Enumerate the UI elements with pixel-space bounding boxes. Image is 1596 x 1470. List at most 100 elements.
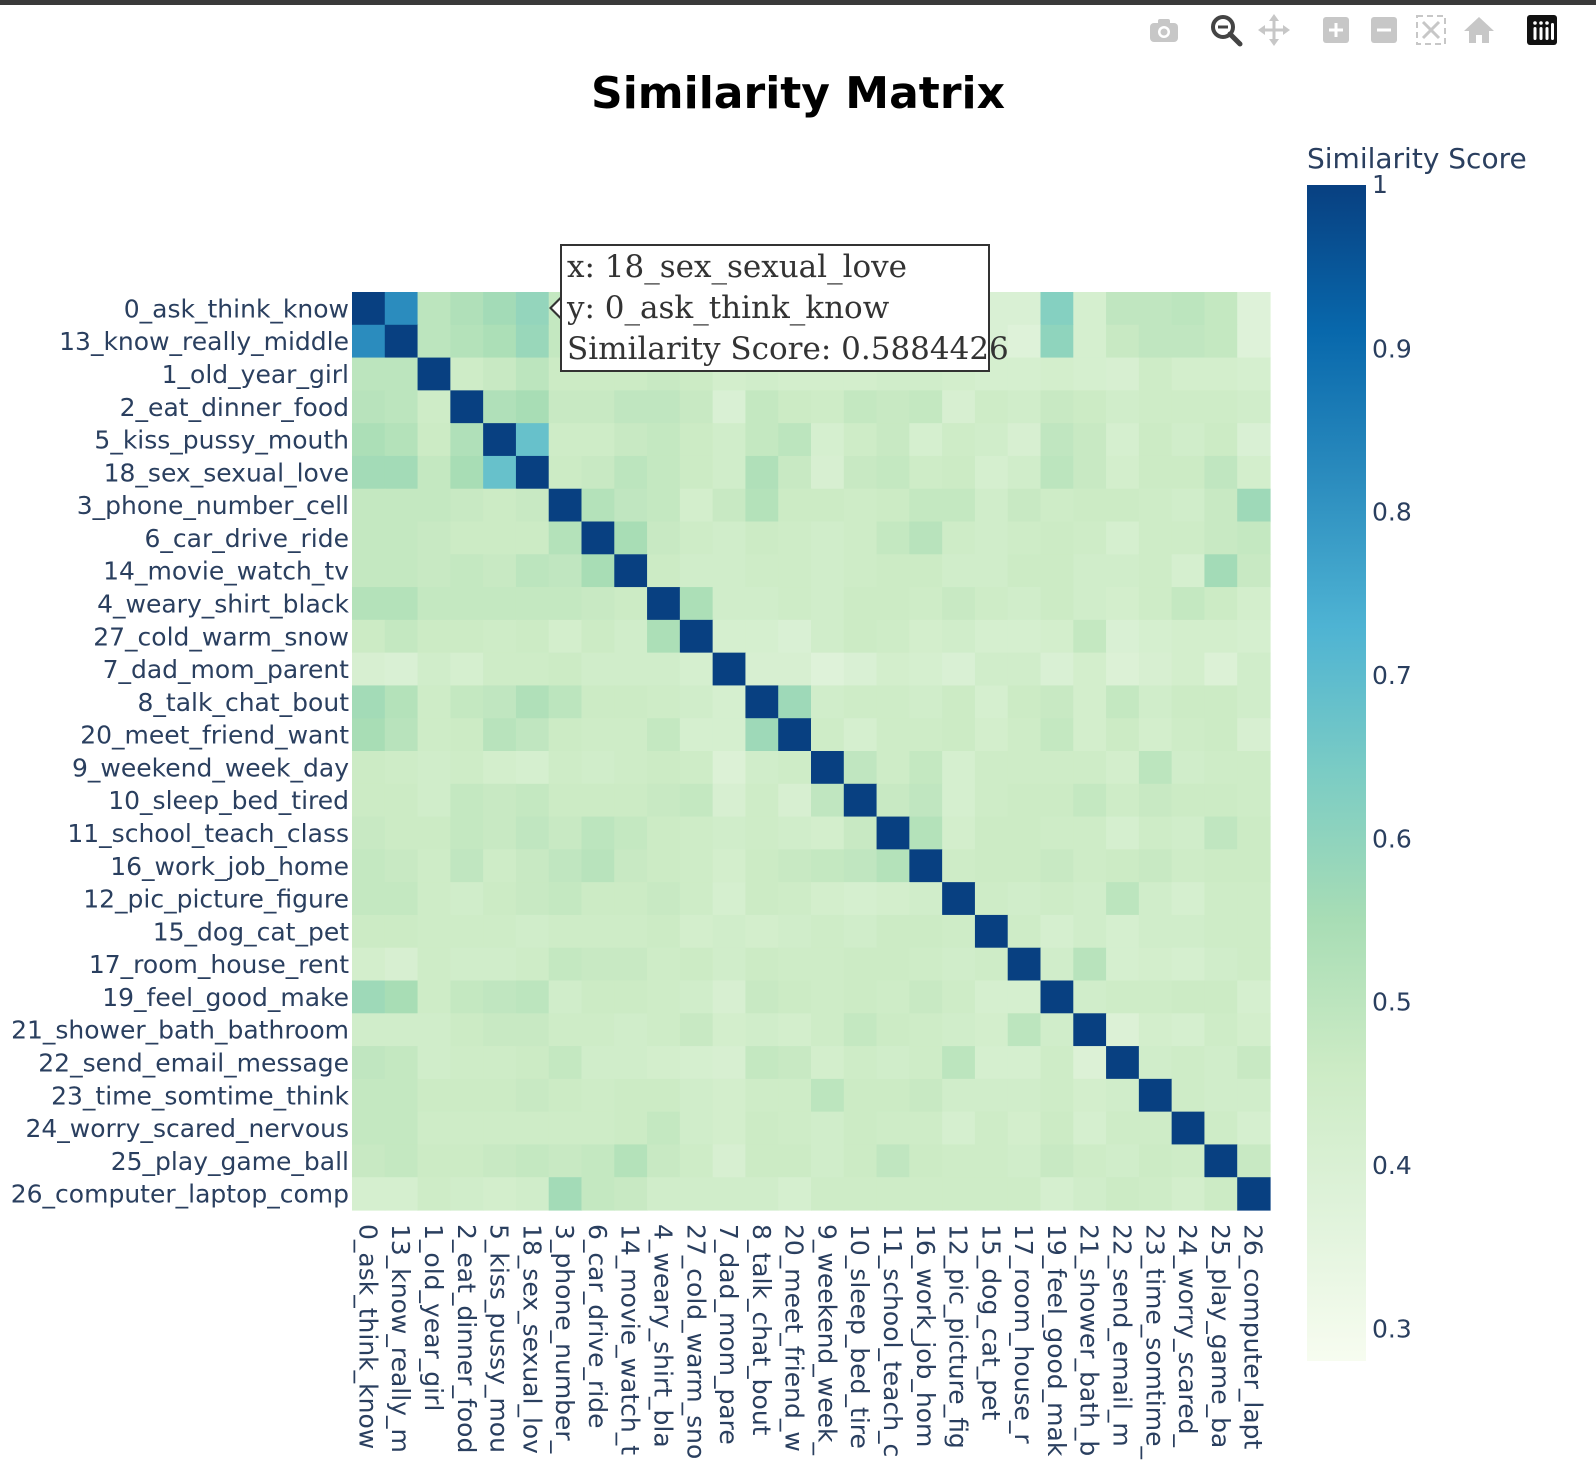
heatmap-cell[interactable] — [1040, 849, 1074, 883]
heatmap-cell[interactable] — [1237, 390, 1271, 424]
heatmap-cell[interactable] — [778, 816, 812, 850]
heatmap-cell[interactable] — [548, 587, 583, 621]
heatmap-cell[interactable] — [614, 980, 648, 1014]
heatmap-cell[interactable] — [974, 390, 1009, 424]
heatmap-cell[interactable] — [876, 980, 910, 1014]
heatmap-cell[interactable] — [942, 587, 976, 621]
heatmap-cell[interactable] — [384, 1078, 419, 1113]
heatmap-cell[interactable] — [1073, 488, 1107, 523]
heatmap-cell[interactable] — [548, 783, 583, 818]
heatmap-cell[interactable] — [417, 816, 451, 850]
heatmap-cell[interactable] — [942, 1111, 976, 1146]
heatmap-cell[interactable] — [614, 816, 648, 850]
heatmap-cell[interactable] — [1171, 882, 1206, 916]
heatmap-cell[interactable] — [811, 488, 845, 523]
heatmap-cell[interactable] — [1237, 521, 1271, 555]
heatmap-cell[interactable] — [647, 685, 681, 719]
heatmap-cell[interactable] — [614, 554, 648, 588]
heatmap-cell[interactable] — [581, 816, 615, 850]
heatmap-cell[interactable] — [581, 914, 615, 949]
heatmap-cell[interactable] — [1040, 1177, 1074, 1211]
heatmap-cell[interactable] — [909, 1177, 943, 1211]
heatmap-cell[interactable] — [483, 652, 517, 687]
heatmap-cell[interactable] — [352, 914, 386, 949]
heatmap-cell[interactable] — [548, 488, 583, 523]
heatmap-cell[interactable] — [450, 783, 484, 818]
heatmap-cell[interactable] — [974, 783, 1009, 818]
heatmap-cell[interactable] — [1171, 652, 1206, 687]
heatmap-cell[interactable] — [745, 1144, 779, 1178]
heatmap-cell[interactable] — [909, 652, 943, 687]
heatmap-cell[interactable] — [1237, 587, 1271, 621]
heatmap-cell[interactable] — [581, 783, 615, 818]
heatmap-cell[interactable] — [1007, 1078, 1042, 1113]
heatmap-cell[interactable] — [1073, 947, 1107, 982]
heatmap-cell[interactable] — [843, 718, 878, 752]
heatmap-cell[interactable] — [1171, 1046, 1206, 1080]
heatmap-cell[interactable] — [352, 718, 386, 752]
heatmap-cell[interactable] — [974, 488, 1009, 523]
heatmap-cell[interactable] — [352, 849, 386, 883]
heatmap-cell[interactable] — [778, 521, 812, 555]
heatmap-cell[interactable] — [1138, 455, 1173, 490]
heatmap-cell[interactable] — [909, 1111, 943, 1146]
heatmap-cell[interactable] — [384, 488, 419, 523]
heatmap-cell[interactable] — [909, 587, 943, 621]
heatmap-cell[interactable] — [1040, 521, 1074, 555]
heatmap-cell[interactable] — [548, 1013, 583, 1047]
heatmap-cell[interactable] — [450, 619, 484, 654]
heatmap-cell[interactable] — [384, 718, 419, 752]
heatmap-cell[interactable] — [352, 619, 386, 654]
heatmap-cell[interactable] — [483, 1144, 517, 1178]
heatmap-cell[interactable] — [1138, 816, 1173, 850]
heatmap-cell[interactable] — [778, 488, 812, 523]
heatmap-cell[interactable] — [515, 324, 550, 359]
heatmap-cell[interactable] — [811, 1078, 845, 1113]
heatmap-cell[interactable] — [1073, 1078, 1107, 1113]
heatmap-cell[interactable] — [712, 718, 747, 752]
heatmap-cell[interactable] — [1204, 849, 1238, 883]
heatmap-cell[interactable] — [843, 1111, 878, 1146]
heatmap-cell[interactable] — [1138, 488, 1173, 523]
heatmap-cell[interactable] — [384, 1013, 419, 1047]
heatmap-cell[interactable] — [1106, 882, 1140, 916]
heatmap-cell[interactable] — [1040, 455, 1074, 490]
heatmap-cell[interactable] — [515, 1046, 550, 1080]
heatmap-cell[interactable] — [1073, 1111, 1107, 1146]
heatmap-cell[interactable] — [1171, 816, 1206, 850]
heatmap-cell[interactable] — [843, 587, 878, 621]
heatmap-cell[interactable] — [581, 521, 615, 555]
heatmap-cell[interactable] — [909, 685, 943, 719]
heatmap-cell[interactable] — [942, 980, 976, 1014]
heatmap-cell[interactable] — [1138, 587, 1173, 621]
heatmap-cell[interactable] — [843, 882, 878, 916]
heatmap-cell[interactable] — [483, 1046, 517, 1080]
heatmap-cell[interactable] — [811, 390, 845, 424]
heatmap-cell[interactable] — [352, 521, 386, 555]
heatmap-cell[interactable] — [417, 849, 451, 883]
heatmap-cell[interactable] — [614, 849, 648, 883]
heatmap-cell[interactable] — [1171, 390, 1206, 424]
heatmap-cell[interactable] — [352, 554, 386, 588]
heatmap-cell[interactable] — [909, 1078, 943, 1113]
heatmap-cell[interactable] — [581, 423, 615, 457]
heatmap-cell[interactable] — [614, 652, 648, 687]
heatmap-cell[interactable] — [876, 1177, 910, 1211]
heatmap-cell[interactable] — [1237, 652, 1271, 687]
heatmap-cell[interactable] — [483, 882, 517, 916]
heatmap-cell[interactable] — [647, 390, 681, 424]
heatmap-cell[interactable] — [745, 619, 779, 654]
heatmap-cell[interactable] — [1073, 554, 1107, 588]
heatmap-cell[interactable] — [352, 947, 386, 982]
heatmap-cell[interactable] — [1138, 980, 1173, 1014]
heatmap-cell[interactable] — [811, 1111, 845, 1146]
heatmap-cell[interactable] — [1040, 1013, 1074, 1047]
heatmap-cell[interactable] — [876, 1111, 910, 1146]
heatmap-cell[interactable] — [483, 947, 517, 982]
heatmap-cell[interactable] — [1106, 685, 1140, 719]
heatmap-cell[interactable] — [450, 488, 484, 523]
heatmap-cell[interactable] — [843, 619, 878, 654]
heatmap-cell[interactable] — [1237, 685, 1271, 719]
heatmap-cell[interactable] — [450, 914, 484, 949]
